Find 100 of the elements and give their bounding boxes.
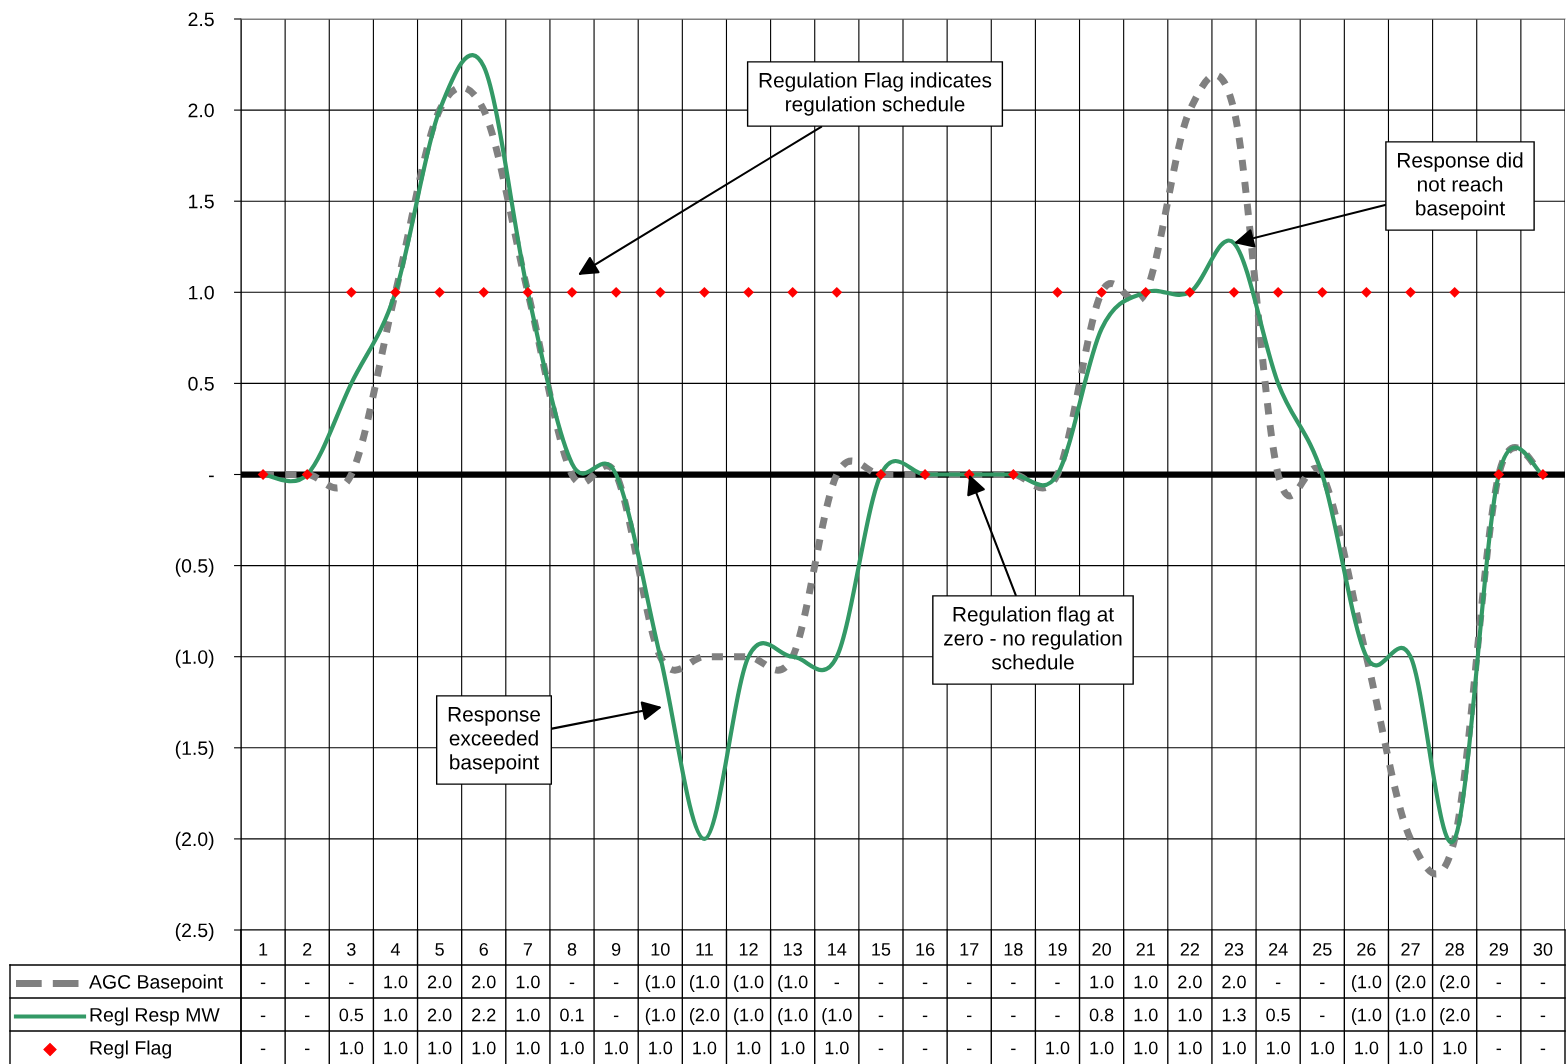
x-tick-label: 11: [696, 943, 713, 956]
data-label: -: [1540, 982, 1546, 985]
data-label: -: [878, 1015, 884, 1018]
x-tick-label: 5: [435, 943, 444, 956]
data-label: (2.0: [1396, 975, 1426, 992]
data-label: (1.0: [734, 1008, 764, 1025]
x-tick-label: 14: [828, 943, 847, 956]
data-label: -: [922, 1048, 928, 1051]
data-label: -: [613, 982, 619, 985]
data-label: 0.5: [339, 1008, 364, 1022]
data-label: -: [1320, 1015, 1325, 1018]
data-label: 0.1: [560, 1008, 584, 1022]
data-label: -: [260, 1048, 266, 1051]
data-label: -: [1540, 1048, 1546, 1051]
data-label: (2.0: [1440, 975, 1470, 992]
data-label: -: [967, 1048, 972, 1051]
x-tick-label: 1: [259, 943, 268, 956]
x-tick-label: 6: [479, 942, 488, 956]
annotation: Regulation flag at zero - no regulation schedule: [944, 606, 1122, 670]
annotation: Regulation Flag indicates regulation schedule: [759, 72, 992, 116]
data-label: -: [1320, 982, 1325, 985]
data-label: -: [305, 1048, 310, 1051]
data-label: 1.0: [1399, 1041, 1423, 1055]
data-label: 1.0: [1311, 1041, 1335, 1055]
data-label: -: [834, 982, 839, 985]
data-label: -: [569, 982, 575, 985]
data-label: 1.0: [560, 1041, 584, 1055]
data-label: -: [1011, 1048, 1016, 1051]
x-tick-label: 26: [1357, 942, 1376, 956]
data-label: -: [922, 982, 928, 985]
data-label: -: [878, 1048, 884, 1051]
x-tick-label: 10: [651, 942, 670, 956]
annotation: Response exceeded basepoint: [448, 707, 540, 774]
data-label: 1.0: [428, 1041, 452, 1055]
data-label: -: [967, 982, 972, 985]
x-tick-label: 2: [303, 942, 312, 956]
y-tick-label: (0.5): [175, 558, 214, 577]
legend-label: AGC Basepoint: [89, 974, 223, 993]
data-label: -: [260, 1015, 266, 1018]
data-label: 1.0: [1134, 975, 1158, 989]
y-tick-label: 0.5: [188, 376, 214, 391]
x-tick-label: 18: [1004, 942, 1023, 956]
data-label: (1.0: [689, 975, 720, 992]
data-label: 1.0: [1355, 1041, 1379, 1055]
data-label: 2.0: [1178, 975, 1202, 989]
y-tick-label: 2.0: [188, 103, 214, 118]
x-tick-label: 21: [1136, 942, 1155, 956]
data-label: -: [878, 982, 884, 985]
x-tick-label: 25: [1313, 942, 1332, 956]
y-tick-label: (1.0): [175, 649, 214, 668]
data-label: (2.0: [689, 1008, 720, 1025]
data-label: 1.0: [604, 1041, 628, 1055]
data-label: 1.0: [1134, 1008, 1158, 1022]
legend-label: Regl Resp MW: [90, 1007, 220, 1026]
x-tick-label: 7: [523, 943, 532, 956]
data-label: -: [305, 982, 310, 985]
data-label: 1.0: [384, 1041, 408, 1055]
x-tick-label: 23: [1224, 942, 1244, 956]
x-tick-label: 3: [347, 942, 356, 956]
data-label: 1.0: [781, 1041, 805, 1055]
annotation: Response did not reach basepoint: [1398, 152, 1523, 220]
data-label: (1.0: [1351, 1008, 1382, 1025]
y-tick-label: 1.5: [189, 194, 214, 209]
data-label: 1.0: [1443, 1041, 1467, 1055]
data-label: 2.0: [427, 1008, 452, 1022]
data-label: 2.2: [472, 1008, 496, 1022]
x-tick-label: 12: [739, 942, 758, 956]
data-label: (1.0: [778, 1008, 808, 1025]
data-label: -: [305, 1015, 310, 1018]
data-label: -: [1055, 1015, 1060, 1018]
x-tick-label: 4: [390, 943, 400, 956]
data-label: 1.0: [1090, 975, 1114, 989]
data-label: -: [1011, 982, 1016, 985]
y-tick-label: (2.0): [175, 831, 214, 850]
data-label: 0.8: [1089, 1008, 1114, 1022]
data-label: (2.0: [1440, 1008, 1470, 1025]
data-label: 1.0: [1090, 1041, 1114, 1055]
data-label: 1.0: [737, 1041, 761, 1055]
data-label: 1.0: [516, 1041, 540, 1055]
data-label: 1.0: [1222, 1041, 1246, 1055]
data-label: -: [922, 1015, 928, 1018]
data-label: -: [260, 982, 266, 985]
data-label: 1.0: [472, 1041, 496, 1055]
data-label: (1.0: [1351, 975, 1382, 992]
data-label: -: [613, 1015, 619, 1018]
x-tick-label: 29: [1489, 942, 1508, 956]
data-label: -: [1055, 982, 1060, 985]
data-label: 1.0: [384, 975, 408, 989]
x-tick-label: 13: [784, 942, 802, 956]
data-label: 1.0: [1178, 1041, 1202, 1055]
data-label: 1.0: [1178, 1008, 1202, 1022]
x-tick-label: 28: [1445, 942, 1464, 956]
data-label: (1.0: [645, 975, 676, 992]
data-label: (1.0: [778, 975, 808, 992]
data-label: (1.0: [734, 975, 764, 992]
data-label: (1.0: [822, 1008, 852, 1025]
data-label: 1.0: [516, 1008, 540, 1022]
data-label: -: [349, 982, 354, 985]
data-label: -: [1540, 1015, 1546, 1018]
y-tick-label: 2.5: [188, 12, 214, 27]
